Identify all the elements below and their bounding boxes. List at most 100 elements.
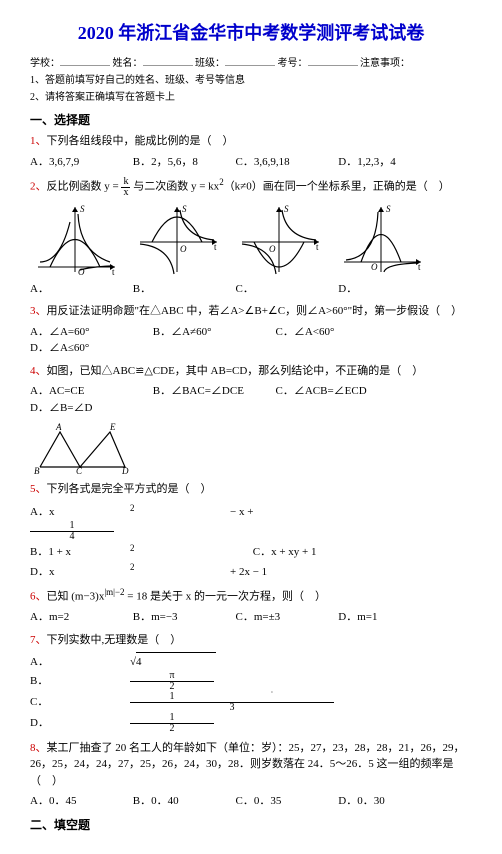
svg-text:A: A <box>55 422 62 432</box>
question-6: 6、已知 (m−3)x|m|−2 = 18 是关于 x 的一元一次方程，则（ ） <box>30 586 472 605</box>
q4-opt-d: D．∠B=∠D <box>30 400 130 417</box>
q3-options: A．∠A=60° B．∠A≠60° C．∠A<60° D．∠A≤60° <box>30 324 472 357</box>
q2-opt-c: C． <box>236 281 316 298</box>
svg-text:O: O <box>180 244 187 254</box>
svg-text:S: S <box>386 204 391 214</box>
examno-label: 考号： <box>278 56 308 71</box>
q8-options: A．0．45 B．0．40 C．0．35 D．0．30 <box>30 793 472 810</box>
svg-text:t: t <box>112 267 115 277</box>
svg-text:D: D <box>121 466 129 476</box>
svg-text:C: C <box>76 466 83 476</box>
q1-opt-d: D．1,2,3，4 <box>338 154 418 171</box>
q1-options: A．3,6,7,9 B．2，5,6，8 C．3,6,9,18 D．1,2,3，4 <box>30 154 472 171</box>
q6-text-a: 已知 (m−3)x <box>47 591 105 603</box>
q2-text-b: 与二次函数 y = kx <box>130 181 219 193</box>
svg-text:S: S <box>284 204 289 214</box>
q3-num: 3、 <box>30 305 47 317</box>
q4-opt-a: A．AC=CE <box>30 383 130 400</box>
q7-opt-b: B．π2 <box>30 671 254 692</box>
q2-options: A． B． C． D． <box>30 281 472 298</box>
q3-opt-c: C．∠A<60° <box>276 324 376 341</box>
section-2-heading: 二、填空题 <box>30 816 472 834</box>
svg-text:t: t <box>214 242 217 252</box>
q3-opt-d: D．∠A≤60° <box>30 340 130 357</box>
q2-text-a: 反比例函数 y = <box>47 181 122 193</box>
page-title: 2020 年浙江省金华市中考数学测评考试试卷 <box>30 20 472 47</box>
q7-options: A．√4 B．π2 C．1·3 D．12 <box>30 652 472 734</box>
question-8: 8、某工厂抽查了 20 名工人的年龄如下（单位：岁）：25，27，23，28，2… <box>30 740 472 790</box>
graph-a: t S O <box>30 202 120 277</box>
q8-opt-d: D．0．30 <box>338 793 418 810</box>
q8-opt-c: C．0．35 <box>236 793 316 810</box>
class-label: 班级： <box>195 56 225 71</box>
q2-text-c: （k≠0）画在同一个坐标系里，正确的是（ ） <box>224 181 450 193</box>
q3-opt-a: A．∠A=60° <box>30 324 130 341</box>
question-4: 4、如图，已知△ABC≌△CDE，其中 AB=CD，那么列结论中，不正确的是（ … <box>30 363 472 380</box>
q2-opt-a: A． <box>30 281 110 298</box>
q5-num: 5、 <box>30 483 47 495</box>
svg-text:t: t <box>418 262 421 272</box>
question-3: 3、用反证法证明命题"在△ABC 中，若∠A>∠B+∠C，则∠A>60°"时，第… <box>30 303 472 320</box>
svg-text:S: S <box>80 204 85 214</box>
q5-opt-c: C．x + xy + 1 <box>253 544 333 561</box>
q5-text: 下列各式是完全平方式的是（ ） <box>47 483 212 495</box>
triangle-figure: A B C D E <box>30 422 140 477</box>
exam-info-row: 学校： 姓名： 班级： 考号： 注意事项： <box>30 55 472 71</box>
q1-opt-a: A．3,6,7,9 <box>30 154 110 171</box>
q4-opt-c: C．∠ACB=∠ECD <box>276 383 376 400</box>
q8-text: 某工厂抽查了 20 名工人的年龄如下（单位：岁）：25，27，23，28，28，… <box>30 742 465 787</box>
q3-opt-b: B．∠A≠60° <box>153 324 253 341</box>
notice-label: 注意事项： <box>360 56 410 71</box>
q4-num: 4、 <box>30 365 47 377</box>
svg-text:O: O <box>371 262 378 272</box>
question-2: 2、反比例函数 y = kx 与二次函数 y = kx2（k≠0）画在同一个坐标… <box>30 176 472 198</box>
svg-text:t: t <box>316 242 319 252</box>
question-1: 1、下列各组线段中，能成比例的是（ ） <box>30 133 472 150</box>
q2-opt-d: D． <box>338 281 418 298</box>
q8-opt-a: A．0．45 <box>30 793 110 810</box>
q7-opt-d: D．12 <box>30 713 254 734</box>
q1-num: 1、 <box>30 135 47 147</box>
svg-text:S: S <box>182 204 187 214</box>
graph-c: t S O <box>234 202 324 277</box>
q6-num: 6、 <box>30 591 47 603</box>
graph-b: t S O <box>132 202 222 277</box>
school-label: 学校： <box>30 56 60 71</box>
q4-opt-b: B．∠BAC=∠DCE <box>153 383 253 400</box>
q6-text-b: = 18 是关于 x 的一元一次方程，则（ ） <box>125 591 326 603</box>
question-5: 5、下列各式是完全平方式的是（ ） <box>30 481 472 498</box>
name-label: 姓名： <box>113 56 143 71</box>
q7-text: 下列实数中,无理数是（ ） <box>47 634 182 646</box>
q4-options: A．AC=CE B．∠BAC=∠DCE C．∠ACB=∠ECD D．∠B=∠D <box>30 383 472 416</box>
instruction-2: 2、请将答案正确填写在答题卡上 <box>30 90 472 105</box>
q6-sup: |m|−2 <box>104 587 124 597</box>
q1-opt-b: B．2，5,6，8 <box>133 154 213 171</box>
q1-text: 下列各组线段中，能成比例的是（ ） <box>47 135 234 147</box>
svg-text:E: E <box>109 422 116 432</box>
section-1-heading: 一、选择题 <box>30 111 472 129</box>
q8-opt-b: B．0．40 <box>133 793 213 810</box>
svg-text:O: O <box>269 244 276 254</box>
q5-opt-d: D．x2 + 2x − 1 <box>30 561 330 580</box>
q5-opt-a: A．x2 − x + 14 <box>30 502 452 542</box>
q1-opt-c: C．3,6,9,18 <box>236 154 316 171</box>
instruction-1: 1、答题前填写好自己的姓名、班级、考号等信息 <box>30 73 472 88</box>
q7-opt-a: A．√4 <box>30 652 236 671</box>
q7-opt-c: C．1·3 <box>30 692 374 713</box>
q7-num: 7、 <box>30 634 47 646</box>
q6-opt-b: B．m=−3 <box>133 609 213 626</box>
q4-text: 如图，已知△ABC≌△CDE，其中 AB=CD，那么列结论中，不正确的是（ ） <box>47 365 424 377</box>
q6-opt-a: A．m=2 <box>30 609 110 626</box>
q2-num: 2、 <box>30 181 47 193</box>
q2-graphs: t S O t S O t S O t S <box>30 202 472 277</box>
q5-options: A．x2 − x + 14 B．1 + x2 C．x + xy + 1 D．x2… <box>30 502 472 580</box>
q8-num: 8、 <box>30 742 47 754</box>
svg-text:B: B <box>34 466 40 476</box>
graph-d: t S O <box>336 202 426 277</box>
q6-opt-d: D．m=1 <box>338 609 418 626</box>
q6-opt-c: C．m=±3 <box>236 609 316 626</box>
q3-text: 用反证法证明命题"在△ABC 中，若∠A>∠B+∠C，则∠A>60°"时，第一步… <box>47 305 463 317</box>
q5-opt-b: B．1 + x2 <box>30 542 230 561</box>
question-7: 7、下列实数中,无理数是（ ） <box>30 632 472 649</box>
q6-options: A．m=2 B．m=−3 C．m=±3 D．m=1 <box>30 609 472 626</box>
